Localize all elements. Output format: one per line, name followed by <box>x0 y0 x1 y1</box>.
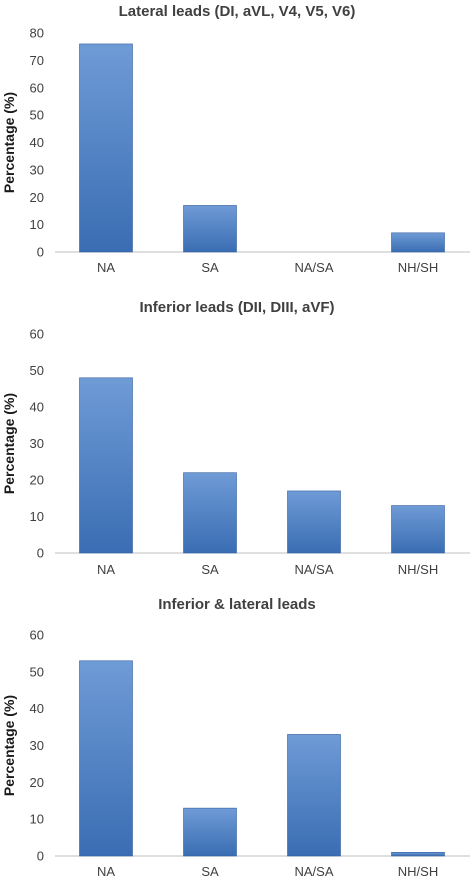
bar-na <box>79 377 133 554</box>
y-tick-label: 10 <box>30 217 44 232</box>
y-tick-label: 30 <box>30 162 44 177</box>
x-category-label: SA <box>201 562 219 577</box>
bar-sa <box>183 472 237 554</box>
y-tick-label: 20 <box>30 190 44 205</box>
y-tick-label: 40 <box>30 400 44 415</box>
y-tick-label: 80 <box>30 26 44 41</box>
bar-na <box>79 660 133 857</box>
y-tick-label: 50 <box>30 108 44 123</box>
x-category-label: NA <box>97 562 115 577</box>
y-tick-label: 30 <box>30 738 44 753</box>
x-category-label: SA <box>201 864 219 879</box>
x-category-label: NA/SA <box>294 260 333 275</box>
chart-title: Lateral leads (DI, aVL, V4, V5, V6) <box>119 3 356 20</box>
y-tick-label: 50 <box>30 664 44 679</box>
bar-chart-svg: Inferior leads (DII, DIII, aVF) Percentag… <box>1 299 470 577</box>
y-tick-label: 20 <box>30 473 44 488</box>
chart-title: Inferior leads (DII, DIII, aVF) <box>139 299 334 316</box>
y-tick-label: 0 <box>37 849 44 864</box>
y-tick-label: 40 <box>30 135 44 150</box>
x-category-label: NH/SH <box>398 864 438 879</box>
x-category-label: SA <box>201 260 219 275</box>
y-tick-label: 0 <box>37 546 44 561</box>
y-tick-label: 20 <box>30 775 44 790</box>
bar-nh-sh <box>391 852 445 857</box>
chart-title: Inferior & lateral leads <box>158 596 316 613</box>
y-axis-label: Percentage (%) <box>1 92 17 193</box>
y-tick-label: 70 <box>30 53 44 68</box>
bar-na <box>79 43 133 253</box>
x-category-label: NA/SA <box>294 562 333 577</box>
bar-chart-svg: Inferior & lateral leads Percentage (%) 0 1… <box>1 596 470 879</box>
y-tick-label: 60 <box>30 80 44 95</box>
bar-sa <box>183 807 237 857</box>
chart-lateral-leads: Lateral leads (DI, aVL, V4, V5, V6) Perce… <box>0 0 474 296</box>
bar-chart-svg: Lateral leads (DI, aVL, V4, V5, V6) Perce… <box>1 3 470 275</box>
x-category-label: NA/SA <box>294 864 333 879</box>
x-category-label: NA <box>97 260 115 275</box>
chart-inferior-lateral-leads: Inferior & lateral leads Percentage (%) 0 1… <box>0 592 474 888</box>
y-tick-label: 40 <box>30 701 44 716</box>
x-category-label: NA <box>97 864 115 879</box>
chart-inferior-leads: Inferior leads (DII, DIII, aVF) Percentag… <box>0 296 474 592</box>
bar-nh-sh <box>391 505 445 554</box>
bar-na-sa <box>287 734 341 857</box>
y-tick-label: 60 <box>30 327 44 342</box>
y-tick-label: 60 <box>30 628 44 643</box>
x-category-label: NH/SH <box>398 260 438 275</box>
bar-sa <box>183 205 237 253</box>
y-axis-label: Percentage (%) <box>1 695 17 796</box>
y-tick-label: 30 <box>30 436 44 451</box>
y-tick-label: 10 <box>30 812 44 827</box>
bar-nh-sh <box>391 232 445 253</box>
y-tick-label: 50 <box>30 363 44 378</box>
bar-na-sa <box>287 490 341 554</box>
y-axis-label: Percentage (%) <box>1 393 17 494</box>
x-category-label: NH/SH <box>398 562 438 577</box>
y-tick-label: 0 <box>37 245 44 260</box>
y-tick-label: 10 <box>30 509 44 524</box>
